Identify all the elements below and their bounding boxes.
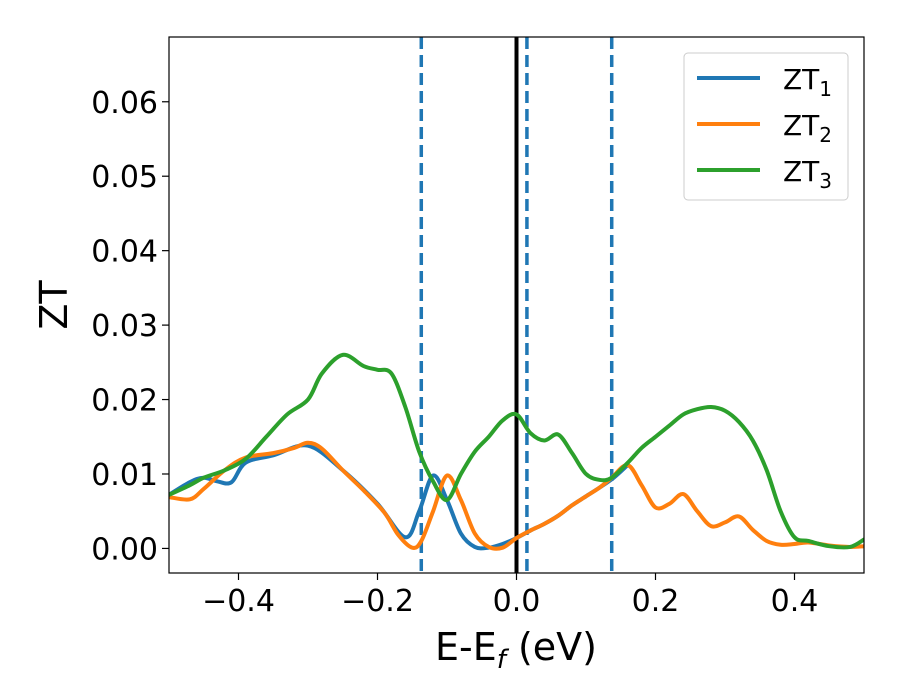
series-line-zt2 <box>169 440 864 551</box>
legend-label-zt2: ZT2 <box>783 109 832 147</box>
y-tick-label: 0.02 <box>91 384 158 419</box>
y-tick-label: 0.06 <box>91 86 158 121</box>
x-tick-label: 0.0 <box>493 584 541 619</box>
x-axis-label-main: E-E <box>435 625 497 669</box>
y-tick-label: 0.04 <box>91 235 158 270</box>
x-tick-label: 0.2 <box>632 584 680 619</box>
y-tick-label: 0.00 <box>91 532 158 567</box>
x-axis-label-unit: (eV) <box>506 625 597 669</box>
y-tick-label: 0.03 <box>91 309 158 344</box>
legend-box <box>683 52 849 201</box>
x-tick-label: 0.4 <box>771 584 819 619</box>
legend: ZT1 ZT2 ZT3 <box>683 52 849 201</box>
x-axis: −0.4 −0.2 0.0 0.2 0.4 <box>202 573 818 619</box>
x-tick-label: −0.2 <box>341 584 414 619</box>
y-tick-label: 0.05 <box>91 160 158 195</box>
reference-lines <box>419 37 614 573</box>
y-axis-label: ZT <box>32 280 76 330</box>
y-tick-label: 0.01 <box>91 458 158 493</box>
x-axis-label: E-Ef (eV) <box>435 625 597 675</box>
legend-label-zt1: ZT1 <box>783 63 832 101</box>
legend-label-zt3: ZT3 <box>783 155 832 193</box>
x-tick-label: −0.4 <box>202 584 275 619</box>
y-axis: 0.00 0.01 0.02 0.03 0.04 0.05 0.06 <box>91 86 169 567</box>
series-line-zt3 <box>169 352 864 550</box>
series-lines <box>169 352 864 551</box>
